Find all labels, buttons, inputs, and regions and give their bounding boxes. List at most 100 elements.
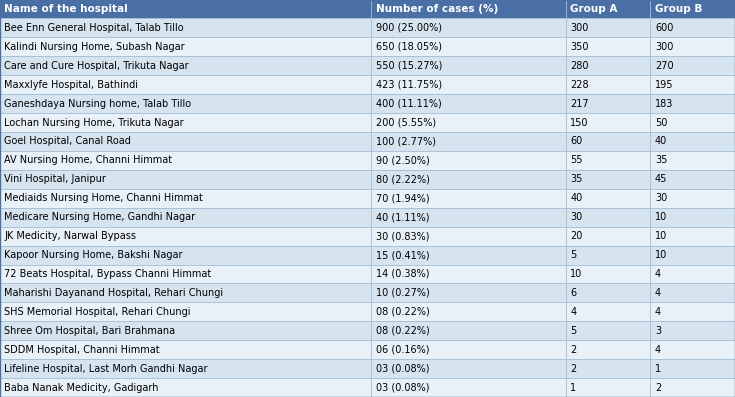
Bar bbox=[371, 151, 566, 170]
Bar bbox=[0, 151, 371, 170]
Bar bbox=[566, 303, 650, 321]
Bar bbox=[371, 359, 566, 378]
Text: Bee Enn General Hospital, Talab Tillo: Bee Enn General Hospital, Talab Tillo bbox=[4, 23, 184, 33]
Text: 228: 228 bbox=[570, 80, 589, 90]
Bar bbox=[0, 264, 371, 283]
Text: 90 (2.50%): 90 (2.50%) bbox=[376, 155, 429, 166]
Text: 600: 600 bbox=[655, 23, 673, 33]
Bar bbox=[650, 246, 735, 264]
Text: 14 (0.38%): 14 (0.38%) bbox=[376, 269, 429, 279]
Text: 300: 300 bbox=[570, 23, 589, 33]
Text: Vini Hospital, Janipur: Vini Hospital, Janipur bbox=[4, 174, 107, 184]
Bar bbox=[650, 359, 735, 378]
Text: 40: 40 bbox=[655, 137, 667, 146]
Text: 100 (2.77%): 100 (2.77%) bbox=[376, 137, 436, 146]
Text: Maxxlyfe Hospital, Bathindi: Maxxlyfe Hospital, Bathindi bbox=[4, 80, 138, 90]
Text: 30 (0.83%): 30 (0.83%) bbox=[376, 231, 429, 241]
Text: 80 (2.22%): 80 (2.22%) bbox=[376, 174, 429, 184]
Bar bbox=[566, 113, 650, 132]
Bar bbox=[566, 340, 650, 359]
Text: 270: 270 bbox=[655, 61, 673, 71]
Text: 72 Beats Hospital, Bypass Channi Himmat: 72 Beats Hospital, Bypass Channi Himmat bbox=[4, 269, 212, 279]
Text: Name of the hospital: Name of the hospital bbox=[4, 4, 128, 14]
Bar bbox=[650, 0, 735, 19]
Bar bbox=[566, 56, 650, 75]
Text: Baba Nanak Medicity, Gadigarh: Baba Nanak Medicity, Gadigarh bbox=[4, 383, 159, 393]
Text: 550 (15.27%): 550 (15.27%) bbox=[376, 61, 442, 71]
Bar bbox=[650, 208, 735, 227]
Bar bbox=[566, 0, 650, 19]
Bar bbox=[371, 113, 566, 132]
Bar bbox=[566, 246, 650, 264]
Text: Medicare Nursing Home, Gandhi Nagar: Medicare Nursing Home, Gandhi Nagar bbox=[4, 212, 196, 222]
Bar bbox=[371, 321, 566, 340]
Text: Group B: Group B bbox=[655, 4, 702, 14]
Text: SHS Memorial Hospital, Rehari Chungi: SHS Memorial Hospital, Rehari Chungi bbox=[4, 307, 191, 317]
Bar bbox=[650, 170, 735, 189]
Bar bbox=[371, 303, 566, 321]
Bar bbox=[650, 132, 735, 151]
Bar bbox=[650, 303, 735, 321]
Text: Mediaids Nursing Home, Channi Himmat: Mediaids Nursing Home, Channi Himmat bbox=[4, 193, 204, 203]
Bar bbox=[650, 227, 735, 246]
Text: Kapoor Nursing Home, Bakshi Nagar: Kapoor Nursing Home, Bakshi Nagar bbox=[4, 250, 183, 260]
Bar bbox=[566, 359, 650, 378]
Bar bbox=[371, 208, 566, 227]
Bar bbox=[371, 19, 566, 37]
Bar bbox=[566, 151, 650, 170]
Bar bbox=[0, 303, 371, 321]
Bar bbox=[371, 170, 566, 189]
Text: 150: 150 bbox=[570, 118, 589, 127]
Bar bbox=[650, 151, 735, 170]
Text: 2: 2 bbox=[570, 345, 577, 355]
Bar bbox=[650, 321, 735, 340]
Bar bbox=[0, 227, 371, 246]
Text: Lochan Nursing Home, Trikuta Nagar: Lochan Nursing Home, Trikuta Nagar bbox=[4, 118, 184, 127]
Text: 15 (0.41%): 15 (0.41%) bbox=[376, 250, 429, 260]
Bar bbox=[650, 378, 735, 397]
Bar bbox=[650, 94, 735, 113]
Bar bbox=[371, 378, 566, 397]
Bar bbox=[566, 321, 650, 340]
Bar bbox=[0, 246, 371, 264]
Text: 06 (0.16%): 06 (0.16%) bbox=[376, 345, 429, 355]
Text: Number of cases (%): Number of cases (%) bbox=[376, 4, 498, 14]
Text: 10: 10 bbox=[570, 269, 583, 279]
Bar bbox=[566, 227, 650, 246]
Text: 5: 5 bbox=[570, 250, 577, 260]
Text: 280: 280 bbox=[570, 61, 589, 71]
Bar bbox=[371, 75, 566, 94]
Bar bbox=[0, 94, 371, 113]
Text: 60: 60 bbox=[570, 137, 583, 146]
Bar bbox=[650, 56, 735, 75]
Text: Group A: Group A bbox=[570, 4, 617, 14]
Bar bbox=[0, 37, 371, 56]
Bar bbox=[371, 37, 566, 56]
Text: 4: 4 bbox=[655, 307, 661, 317]
Text: JK Medicity, Narwal Bypass: JK Medicity, Narwal Bypass bbox=[4, 231, 137, 241]
Bar bbox=[371, 264, 566, 283]
Text: 08 (0.22%): 08 (0.22%) bbox=[376, 326, 429, 336]
Bar bbox=[566, 170, 650, 189]
Bar bbox=[0, 283, 371, 303]
Bar bbox=[371, 246, 566, 264]
Text: 5: 5 bbox=[570, 326, 577, 336]
Text: 35: 35 bbox=[655, 155, 667, 166]
Bar bbox=[650, 75, 735, 94]
Bar bbox=[566, 264, 650, 283]
Text: Shree Om Hospital, Bari Brahmana: Shree Om Hospital, Bari Brahmana bbox=[4, 326, 176, 336]
Text: 6: 6 bbox=[570, 288, 576, 298]
Text: Ganeshdaya Nursing home, Talab Tillo: Ganeshdaya Nursing home, Talab Tillo bbox=[4, 98, 192, 109]
Bar bbox=[0, 378, 371, 397]
Bar bbox=[566, 19, 650, 37]
Text: 35: 35 bbox=[570, 174, 583, 184]
Text: SDDM Hospital, Channi Himmat: SDDM Hospital, Channi Himmat bbox=[4, 345, 160, 355]
Bar bbox=[0, 75, 371, 94]
Text: 195: 195 bbox=[655, 80, 673, 90]
Bar bbox=[0, 56, 371, 75]
Bar bbox=[650, 189, 735, 208]
Text: Kalindi Nursing Home, Subash Nagar: Kalindi Nursing Home, Subash Nagar bbox=[4, 42, 185, 52]
Bar bbox=[0, 359, 371, 378]
Bar bbox=[650, 283, 735, 303]
Bar bbox=[0, 208, 371, 227]
